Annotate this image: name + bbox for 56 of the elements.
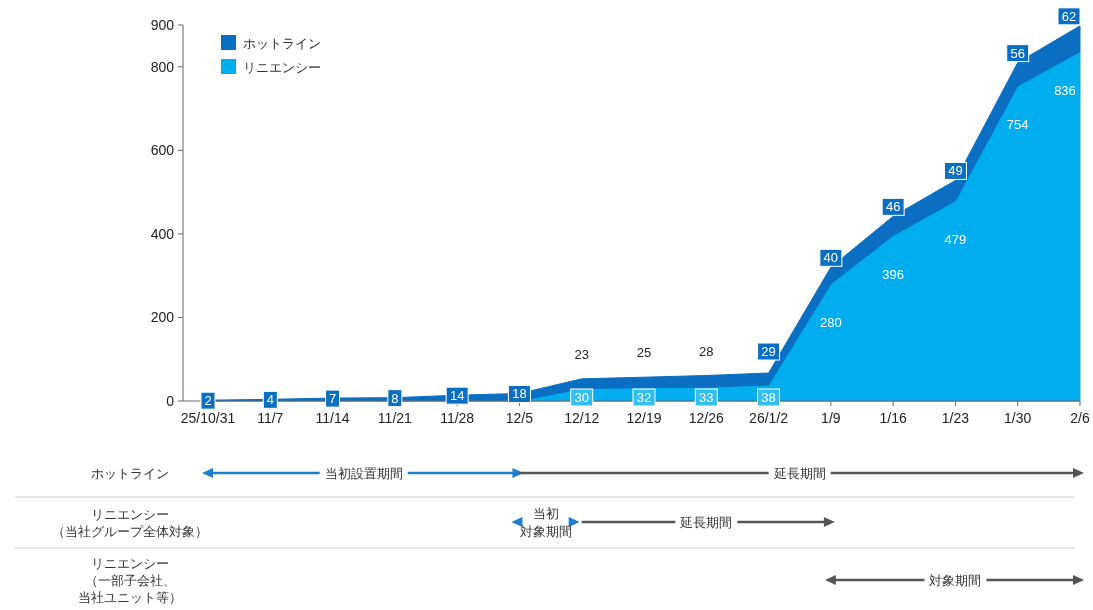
x-tick-label: 11/21 xyxy=(377,410,413,426)
y-tick-label: 0 xyxy=(166,393,175,409)
data-label: 396 xyxy=(882,266,904,282)
data-label: 754 xyxy=(1006,117,1029,132)
text: ホットライン xyxy=(91,466,169,481)
text: 延長期間 xyxy=(772,466,826,481)
data-label: 280 xyxy=(820,315,842,331)
text: リニエンシー（当社グループ全体対象） xyxy=(52,506,208,539)
data-label: 38 xyxy=(761,390,776,405)
text: 対象期間 xyxy=(519,524,572,539)
x-tick-label: 1/23 xyxy=(941,410,970,426)
x-tick-label: 1/16 xyxy=(879,410,907,426)
text: 対象期間 xyxy=(929,573,982,588)
data-label: 29 xyxy=(761,344,776,360)
data-label: 23 xyxy=(574,346,589,362)
text: 当初 xyxy=(532,506,559,521)
x-tick-label: 1/9 xyxy=(821,410,841,426)
data-label: 14 xyxy=(449,388,465,404)
x-tick-label: 12/5 xyxy=(505,410,534,426)
data-label: 40 xyxy=(823,250,839,266)
x-tick-label: 11/14 xyxy=(315,410,350,426)
data-label: 49 xyxy=(948,163,963,179)
y-tick-label: 400 xyxy=(150,225,175,242)
data-label: 62 xyxy=(1061,8,1077,24)
data-label: 7 xyxy=(328,391,337,407)
x-tick-label: 11/7 xyxy=(257,410,284,426)
x-tick-label: 25/10/31 xyxy=(180,410,236,426)
data-label: 56 xyxy=(1010,45,1025,61)
x-tick-label: 12/19 xyxy=(626,410,662,426)
data-label: 46 xyxy=(885,199,901,215)
data-label: 25 xyxy=(636,345,652,361)
y-tick-label: 800 xyxy=(150,58,175,75)
text: 延長期間 xyxy=(679,515,733,530)
data-label: 28 xyxy=(699,343,714,359)
x-tick-label: 12/26 xyxy=(688,410,725,426)
text: 当初設置期間 xyxy=(324,466,403,481)
y-tick-label: 600 xyxy=(150,142,175,159)
x-tick-label: 1/30 xyxy=(1004,410,1032,426)
x-tick-label: 11/28 xyxy=(440,410,475,426)
data-label: 836 xyxy=(1054,82,1076,98)
data-label: 4 xyxy=(266,392,274,408)
x-tick-label: 12/12 xyxy=(564,410,600,426)
x-tick-label: 26/1/2 xyxy=(749,410,789,426)
y-tick-label: 200 xyxy=(150,309,175,326)
data-label: 30 xyxy=(574,390,589,405)
legend-label: ホットライン xyxy=(243,36,321,51)
data-label: 33 xyxy=(699,390,714,405)
data-label: 479 xyxy=(944,231,967,247)
data-label: 32 xyxy=(636,390,652,405)
data-label: 8 xyxy=(391,390,399,406)
data-label: 2 xyxy=(204,393,212,409)
legend-label: リニエンシー xyxy=(243,60,321,75)
y-tick-label: 900 xyxy=(150,17,175,33)
x-tick-label: 2/6 xyxy=(1070,410,1090,426)
data-label: 18 xyxy=(512,386,527,402)
text: リニエンシー（一部子会社、当社ユニット等） xyxy=(78,556,182,605)
